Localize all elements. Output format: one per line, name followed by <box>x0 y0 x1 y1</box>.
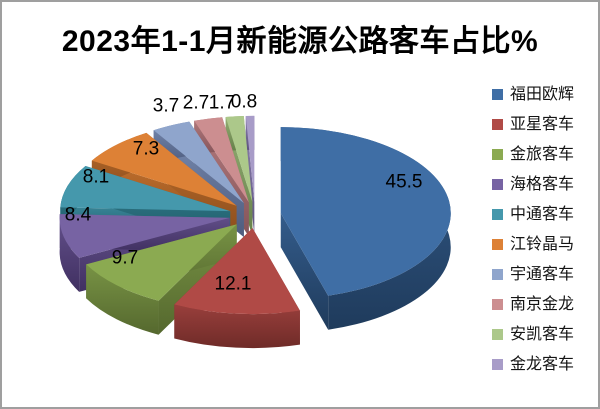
slice-rim <box>59 214 80 292</box>
legend-item-label: 福田欧辉 <box>510 86 575 103</box>
legend-swatch <box>492 359 503 370</box>
legend-swatch <box>492 239 503 250</box>
slice-top <box>60 165 231 212</box>
pie-slice-1 <box>174 228 300 349</box>
slice-value-label: 1.7 <box>209 93 235 114</box>
slice-top <box>280 127 451 296</box>
legend-swatch <box>492 269 503 280</box>
legend-item-9: 金龙客车 <box>492 356 574 373</box>
legend-swatch <box>492 89 503 100</box>
slice-top <box>153 121 244 204</box>
slice-value-label: 8.4 <box>65 205 92 226</box>
legend-item-label: 中通客车 <box>510 206 575 223</box>
slice-top <box>59 214 230 258</box>
legend-swatch <box>492 299 503 310</box>
legend-item-label: 亚星客车 <box>510 116 575 133</box>
slice-value-label: 9.7 <box>112 248 138 269</box>
legend-swatch <box>492 179 503 190</box>
legend-swatch <box>492 209 503 220</box>
legend-item-6: 宇通客车 <box>492 266 574 283</box>
slice-top <box>245 115 255 202</box>
legend-item-2: 金旅客车 <box>492 146 574 163</box>
legend-item-0: 福田欧辉 <box>492 86 574 103</box>
chart-legend: 福田欧辉亚星客车金旅客车海格客车中通客车江铃晶马宇通客车南京金龙安凯客车金龙客车 <box>492 86 574 373</box>
slice-top <box>225 116 253 202</box>
slice-value-label: 2.7 <box>183 93 209 114</box>
slice-cut-face <box>280 213 329 330</box>
slice-value-label: 7.3 <box>133 139 159 160</box>
legend-item-label: 金旅客车 <box>510 146 575 163</box>
slice-top <box>174 228 300 315</box>
legend-item-4: 中通客车 <box>492 206 574 223</box>
slice-rim <box>174 304 300 349</box>
slice-top <box>91 132 237 206</box>
slice-rim <box>86 264 159 335</box>
legend-swatch <box>492 149 503 160</box>
slice-value-label: 12.1 <box>215 274 252 295</box>
legend-item-label: 江铃晶马 <box>510 236 575 253</box>
pie-slice-0 <box>280 127 451 330</box>
legend-swatch <box>492 329 503 340</box>
legend-item-label: 南京金龙 <box>510 296 575 313</box>
slice-top <box>194 117 249 203</box>
slice-value-label: 8.1 <box>83 167 109 188</box>
legend-swatch <box>492 119 503 130</box>
legend-item-label: 海格客车 <box>510 176 575 193</box>
legend-item-1: 亚星客车 <box>492 116 574 133</box>
slice-value-label: 0.8 <box>231 92 257 113</box>
legend-item-label: 安凯客车 <box>510 326 575 343</box>
legend-item-8: 安凯客车 <box>492 326 574 343</box>
slice-value-label: 45.5 <box>386 172 423 193</box>
slice-top <box>86 224 237 301</box>
legend-item-3: 海格客车 <box>492 176 574 193</box>
legend-item-label: 宇通客车 <box>510 266 575 283</box>
legend-item-label: 金龙客车 <box>510 356 575 373</box>
legend-item-7: 南京金龙 <box>492 296 574 313</box>
legend-item-5: 江铃晶马 <box>492 236 574 253</box>
chart-title: 2023年1-1月新能源公路客车占比% <box>61 25 539 58</box>
slice-value-label: 3.7 <box>153 96 179 117</box>
